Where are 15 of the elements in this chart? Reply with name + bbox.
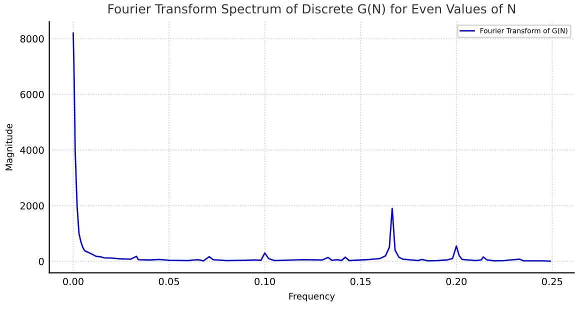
chart-title: Fourier Transform Spectrum of Discrete G(N) for Even Values of N — [108, 4, 516, 16]
y-tick-label: 8000 — [20, 35, 44, 43]
y-axis-title: Magnitude — [5, 124, 14, 170]
x-tick-label: 0.25 — [542, 278, 562, 286]
x-tick-label: 0.15 — [350, 278, 371, 286]
x-tick-label: 0.10 — [254, 278, 275, 286]
x-tick-label: 0.05 — [158, 278, 180, 286]
x-axis-title: Frequency — [289, 292, 335, 302]
y-tick-label: 2000 — [20, 202, 44, 210]
y-tick-label: 4000 — [20, 146, 44, 154]
y-tick-label: 0 — [38, 258, 44, 266]
line-series — [72, 32, 551, 262]
x-tick-label: 0.20 — [446, 278, 467, 286]
y-tick-label: 6000 — [20, 90, 44, 98]
x-tick-label: 0.00 — [63, 278, 84, 286]
